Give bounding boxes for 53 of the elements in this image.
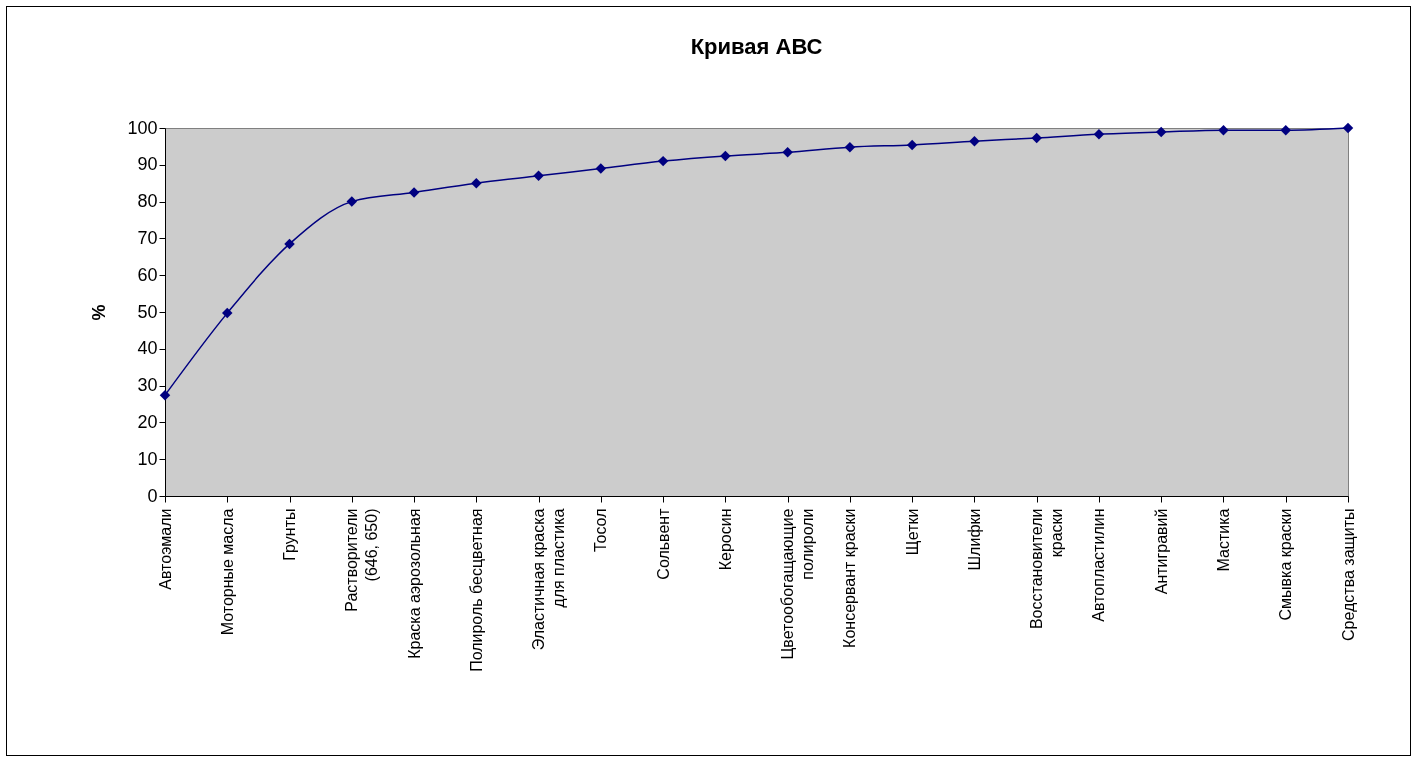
y-tick-label: 90 <box>137 154 158 175</box>
y-tick-label: 0 <box>147 485 158 506</box>
point <box>1155 126 1167 138</box>
point <box>657 155 669 167</box>
x-tick-label: Керосин <box>716 508 734 571</box>
point <box>782 147 793 158</box>
x-tick-label: Моторные масла <box>218 508 236 636</box>
x-tick-label: Шлифки <box>965 508 983 571</box>
y-tick-label: 70 <box>137 227 158 248</box>
point <box>1031 132 1042 144</box>
x-tick-label: Щетки <box>903 508 921 556</box>
x-tick-label: Полироль бесцветная <box>467 508 485 672</box>
chart-title: Кривая АВС <box>690 34 823 59</box>
point <box>595 163 607 174</box>
point <box>969 136 980 147</box>
x-tick-label: Тосол <box>592 508 610 552</box>
point <box>1280 124 1291 136</box>
x-tick-label: Грунты <box>281 508 299 561</box>
x-tick-label: Автопластилин <box>1090 508 1108 622</box>
point <box>844 141 856 153</box>
point <box>533 170 544 182</box>
point <box>1342 122 1354 134</box>
point <box>720 150 731 162</box>
x-tick-label: Смывка краски <box>1277 508 1295 621</box>
point <box>346 196 358 207</box>
y-tick-label: 20 <box>137 411 158 432</box>
y-tick-label: 10 <box>137 448 158 469</box>
x-tick-label: Растворители (646, 650) <box>343 508 381 612</box>
x-tick-label: Средства защиты <box>1339 508 1357 641</box>
point <box>408 187 420 198</box>
x-tick-label: Антигравий <box>1152 508 1170 595</box>
point <box>222 307 233 319</box>
y-axis-title: % <box>89 304 110 321</box>
y-tick-label: 60 <box>137 264 158 285</box>
x-tick-label: Автоэмали <box>156 508 174 590</box>
point <box>284 238 295 250</box>
x-tick-label: Восстановители краски <box>1028 508 1066 630</box>
x-tick-label: Консервант краски <box>841 508 859 648</box>
y-tick-label: 40 <box>137 338 158 359</box>
y-tick-label: 50 <box>137 301 158 322</box>
y-tick-label: 80 <box>137 191 158 212</box>
point <box>1093 129 1105 140</box>
y-tick-label: 100 <box>127 117 158 138</box>
point <box>471 177 482 189</box>
point <box>906 139 918 151</box>
x-tick-label: Мастика <box>1214 508 1232 572</box>
x-tick-label: Эластичная краска для пластика <box>530 508 568 651</box>
x-tick-label: Сольвент <box>654 507 672 580</box>
y-tick-label: 30 <box>137 375 158 396</box>
x-tick-label: Краска аэрозольная <box>405 508 423 659</box>
x-tick-label: Цветообогащающие полироли <box>779 508 817 660</box>
point <box>159 389 171 401</box>
point <box>1218 124 1229 136</box>
